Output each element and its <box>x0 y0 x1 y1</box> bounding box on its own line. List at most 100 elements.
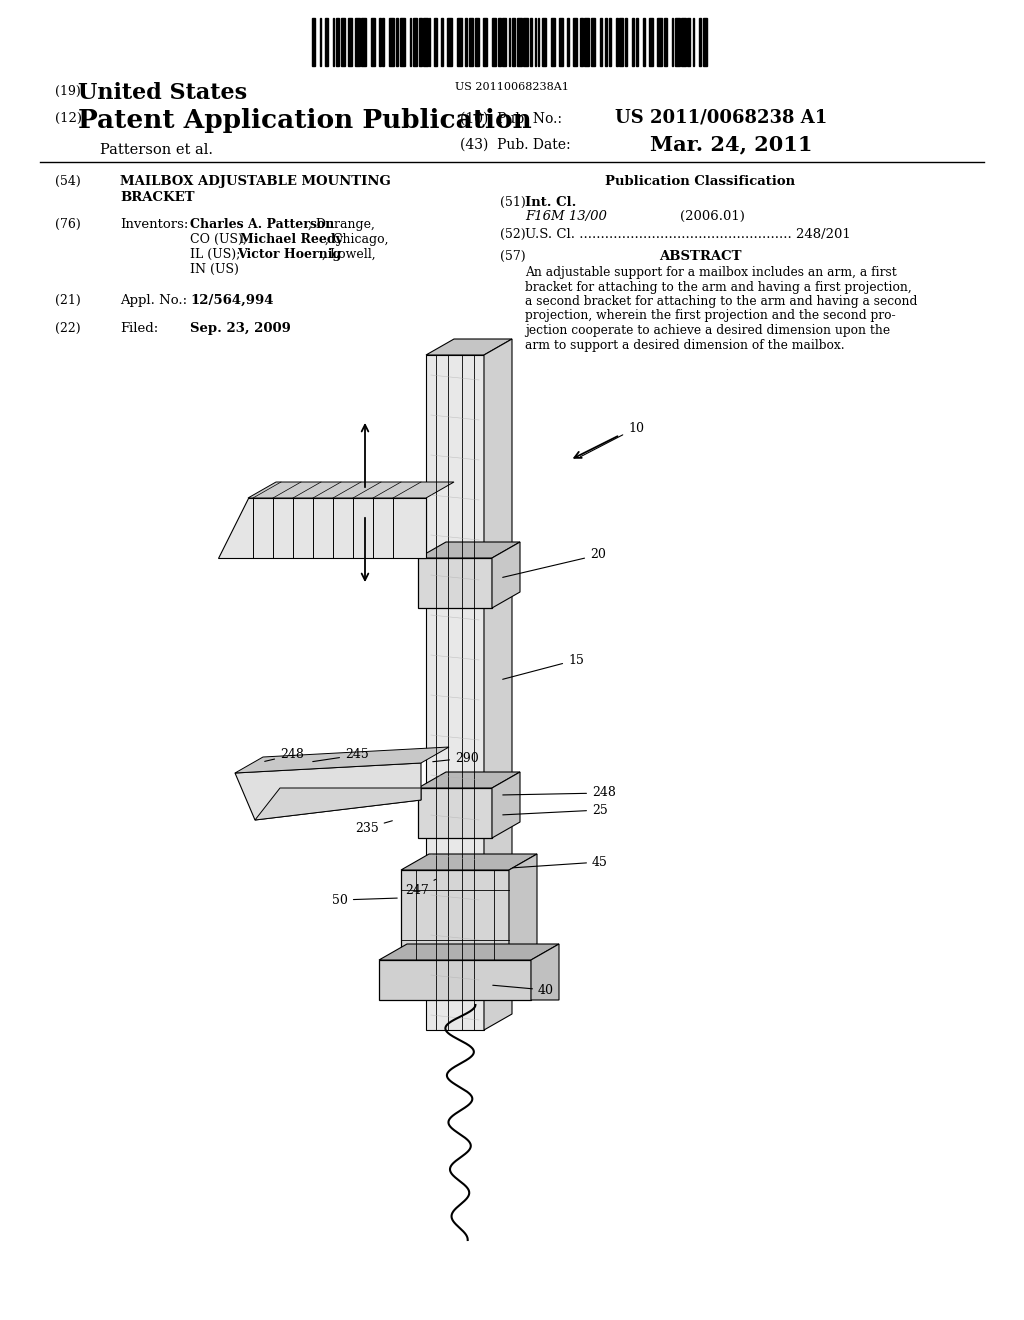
Bar <box>664 18 667 66</box>
Text: 12/564,994: 12/564,994 <box>190 294 273 308</box>
Text: MAILBOX ADJUSTABLE MOUNTING: MAILBOX ADJUSTABLE MOUNTING <box>120 176 391 187</box>
Bar <box>420 18 422 66</box>
Bar <box>581 18 583 66</box>
Bar <box>509 18 511 66</box>
Text: Mar. 24, 2011: Mar. 24, 2011 <box>650 135 812 154</box>
Bar <box>609 18 611 66</box>
Bar <box>336 18 339 66</box>
Bar <box>434 18 437 66</box>
Text: jection cooperate to achieve a desired dimension upon the: jection cooperate to achieve a desired d… <box>525 323 890 337</box>
Bar <box>423 18 428 66</box>
Text: (43)  Pub. Date:: (43) Pub. Date: <box>460 139 570 152</box>
Bar <box>687 18 689 66</box>
Bar <box>457 18 462 66</box>
Polygon shape <box>492 543 520 609</box>
Text: (19): (19) <box>55 84 81 98</box>
Text: U.S. Cl. .................................................. 248/201: U.S. Cl. ...............................… <box>525 228 851 242</box>
Text: 45: 45 <box>513 855 608 869</box>
Bar <box>681 18 686 66</box>
Bar <box>632 18 634 66</box>
Text: IN (US): IN (US) <box>190 263 239 276</box>
Text: US 2011/0068238 A1: US 2011/0068238 A1 <box>615 108 827 125</box>
Text: (54): (54) <box>55 176 81 187</box>
Text: (57): (57) <box>500 249 525 263</box>
Text: , Chicago,: , Chicago, <box>325 234 388 246</box>
Bar <box>400 18 406 66</box>
Text: 25: 25 <box>503 804 608 817</box>
Bar <box>341 18 345 66</box>
Text: , Durange,: , Durange, <box>308 218 375 231</box>
Text: United States: United States <box>78 82 247 104</box>
Text: Patterson et al.: Patterson et al. <box>100 143 213 157</box>
Bar <box>465 18 467 66</box>
Text: Publication Classification: Publication Classification <box>605 176 795 187</box>
Bar <box>440 18 442 66</box>
Bar <box>538 18 540 66</box>
Bar <box>475 18 478 66</box>
Text: Int. Cl.: Int. Cl. <box>525 195 577 209</box>
Bar <box>429 18 430 66</box>
Polygon shape <box>401 854 537 870</box>
Bar <box>615 18 617 66</box>
Bar <box>699 18 701 66</box>
Bar <box>379 18 381 66</box>
Text: 248: 248 <box>265 748 304 762</box>
Bar <box>535 18 536 66</box>
Bar <box>604 18 606 66</box>
Bar <box>410 18 412 66</box>
Polygon shape <box>379 944 559 960</box>
Text: US 20110068238A1: US 20110068238A1 <box>455 82 569 92</box>
Text: 40: 40 <box>493 983 554 997</box>
Bar <box>389 18 394 66</box>
Bar <box>523 18 528 66</box>
Text: Patent Application Publication: Patent Application Publication <box>78 108 531 133</box>
Bar <box>656 18 662 66</box>
Text: 50: 50 <box>332 894 397 907</box>
Text: (76): (76) <box>55 218 81 231</box>
Polygon shape <box>379 960 531 1001</box>
Text: Charles A. Patterson: Charles A. Patterson <box>190 218 334 231</box>
Bar <box>591 18 596 66</box>
Text: F16M 13/00: F16M 13/00 <box>525 210 607 223</box>
Text: 248: 248 <box>503 787 615 800</box>
Text: , Lowell,: , Lowell, <box>322 248 376 261</box>
Text: Victor Hoernig: Victor Hoernig <box>237 248 341 261</box>
Bar <box>584 18 589 66</box>
Text: 235: 235 <box>355 821 392 834</box>
Bar <box>512 18 515 66</box>
Text: projection, wherein the first projection and the second pro-: projection, wherein the first projection… <box>525 309 896 322</box>
Bar <box>693 18 694 66</box>
Polygon shape <box>509 854 537 960</box>
Polygon shape <box>492 772 520 838</box>
Bar <box>312 18 315 66</box>
Bar <box>702 18 708 66</box>
Bar <box>325 18 329 66</box>
Text: IL (US);: IL (US); <box>190 248 245 261</box>
Text: Filed:: Filed: <box>120 322 159 335</box>
Polygon shape <box>234 763 421 820</box>
Text: CO (US);: CO (US); <box>190 234 251 246</box>
Bar <box>625 18 627 66</box>
Text: Michael Reedy: Michael Reedy <box>240 234 343 246</box>
Text: Inventors:: Inventors: <box>120 218 188 231</box>
Bar <box>672 18 673 66</box>
Polygon shape <box>418 543 520 558</box>
Text: BRACKET: BRACKET <box>120 191 195 205</box>
Text: (10)  Pub. No.:: (10) Pub. No.: <box>460 112 562 125</box>
Text: Appl. No.:: Appl. No.: <box>120 294 187 308</box>
Bar <box>517 18 522 66</box>
Bar <box>573 18 577 66</box>
Text: arm to support a desired dimension of the mailbox.: arm to support a desired dimension of th… <box>525 338 845 351</box>
Bar <box>492 18 497 66</box>
Bar <box>636 18 638 66</box>
Bar <box>498 18 501 66</box>
Bar <box>600 18 602 66</box>
Text: 15: 15 <box>503 653 584 680</box>
Text: (21): (21) <box>55 294 81 308</box>
Text: (52): (52) <box>500 228 525 242</box>
Bar <box>333 18 335 66</box>
Text: (2006.01): (2006.01) <box>680 210 744 223</box>
Bar <box>675 18 680 66</box>
Text: a second bracket for attaching to the arm and having a second: a second bracket for attaching to the ar… <box>525 294 918 308</box>
Bar <box>413 18 418 66</box>
